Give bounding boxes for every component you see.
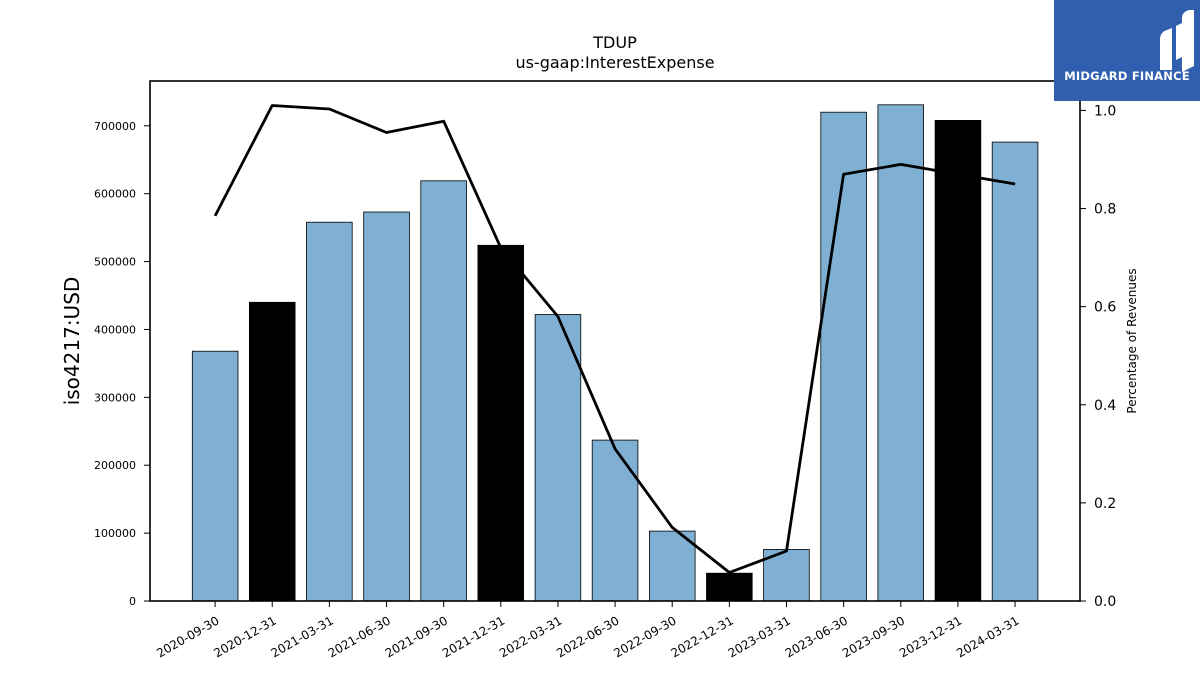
x-tick-label: 2022-09-30: [611, 613, 678, 660]
bar-2023-06-30: [820, 111, 867, 602]
bar-2022-12-31: [706, 572, 753, 602]
x-tick-label: 2023-12-31: [897, 613, 964, 660]
x-tick-label: 2022-06-30: [554, 613, 621, 660]
y-tick-label: 300000: [94, 391, 136, 404]
x-tick-label: 2024-03-31: [954, 613, 1021, 660]
y2-tick-label: 0.4: [1094, 398, 1116, 414]
bar-2023-09-30: [877, 104, 925, 602]
chart-title: TDUP: [592, 33, 637, 52]
x-tick-label: 2023-03-31: [726, 613, 793, 660]
y-tick-label: 0: [129, 595, 136, 608]
bar-2022-06-30: [591, 439, 639, 602]
x-tick-label: 2021-12-31: [440, 613, 507, 660]
x-tick-label: 2023-09-30: [840, 613, 907, 660]
bar-2021-03-31: [306, 221, 353, 602]
y-tick-label: 600000: [94, 188, 136, 201]
x-tick-label: 2022-03-31: [497, 613, 564, 660]
x-tick-label: 2021-09-30: [383, 613, 450, 660]
y-tick-label: 100000: [94, 527, 136, 540]
y-tick-label: 700000: [94, 120, 136, 133]
bar-2020-09-30: [191, 350, 239, 602]
bar-2024-03-31: [991, 141, 1039, 602]
x-tick-label: 2021-03-31: [268, 613, 335, 660]
bar-2022-09-30: [649, 530, 696, 602]
y-tick-label: 200000: [94, 459, 136, 472]
y2-tick-label: 1.0: [1094, 103, 1116, 119]
y2-axis-label: Percentage of Revenues: [1125, 268, 1139, 413]
bar-2021-09-30: [420, 180, 467, 602]
brand-name: MIDGARD FINANCE: [1064, 69, 1190, 83]
bar-2023-12-31: [934, 120, 982, 602]
x-tick-label: 2020-12-31: [211, 613, 278, 660]
x-tick-label: 2021-06-30: [326, 613, 393, 660]
x-tick-label: 2022-12-31: [668, 613, 735, 660]
y2-tick-label: 0.2: [1094, 496, 1116, 512]
midgard-logo-icon: [1160, 10, 1194, 72]
chart-subtitle: us-gaap:InterestExpense: [515, 53, 714, 72]
y2-tick-label: 0.8: [1094, 202, 1116, 218]
y-tick-label: 500000: [94, 256, 136, 269]
y-axis-label: iso4217:USD: [60, 277, 84, 406]
x-tick-label: 2020-09-30: [154, 613, 221, 660]
bar-2022-03-31: [534, 314, 582, 602]
y2-tick-label: 0.0: [1094, 594, 1116, 610]
y-tick-label: 400000: [94, 323, 136, 336]
bar-2020-12-31: [248, 301, 296, 602]
bar-2021-12-31: [477, 244, 524, 602]
bar-group: [191, 104, 1039, 602]
y2-axis: 0.0 0.2 0.4 0.6 0.8 1.0: [1080, 103, 1116, 610]
line-group: [213, 104, 1016, 574]
x-axis: 2020-09-302020-12-312021-03-312021-06-30…: [154, 601, 1022, 660]
bar-2021-06-30: [363, 211, 410, 602]
y-axis: 0 100000 200000 300000 400000 500000 600000 700…: [94, 120, 150, 608]
brand-logo: MIDGARD FINANCE: [1054, 0, 1200, 101]
y2-tick-label: 0.6: [1094, 300, 1116, 316]
x-tick-label: 2023-06-30: [783, 613, 850, 660]
